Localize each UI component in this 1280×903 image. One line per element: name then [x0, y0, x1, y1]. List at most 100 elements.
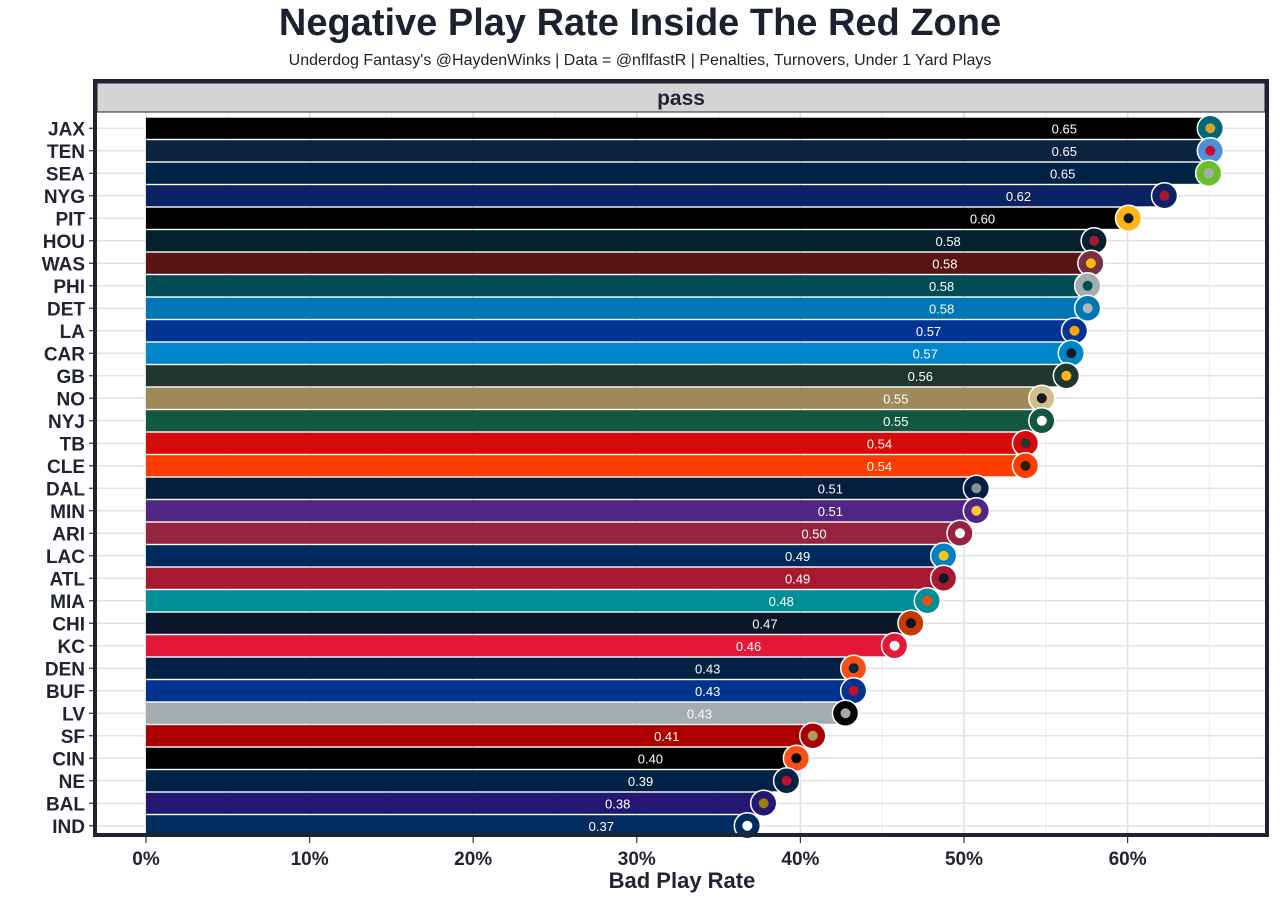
x-axis-title: Bad Play Rate [608, 868, 756, 893]
bar-atl [146, 567, 948, 589]
data-label-was: 0.58 [932, 256, 957, 271]
team-logo-detail [1061, 370, 1072, 381]
team-logo-detail [791, 753, 802, 764]
data-label-hou: 0.58 [935, 234, 960, 249]
bar-cin [146, 747, 801, 769]
team-logo-icon [733, 812, 762, 840]
data-label-gb: 0.56 [908, 369, 933, 384]
team-logo-detail [1203, 168, 1214, 179]
data-label-ne: 0.39 [628, 774, 653, 789]
y-tick-label-gb: GB [57, 367, 86, 388]
y-tick-label-chi: CHI [52, 614, 85, 635]
bar-lv [146, 702, 850, 724]
panel-border [93, 79, 1269, 837]
team-logo-icon [880, 632, 909, 660]
team-logo-icon [913, 587, 942, 615]
y-tick-label-atl: ATL [49, 569, 85, 590]
data-label-pit: 0.60 [970, 211, 995, 226]
bar-sf [146, 725, 817, 747]
team-logo-detail [1020, 438, 1031, 449]
data-label-nyg: 0.62 [1006, 189, 1031, 204]
bar-no [146, 387, 1046, 409]
data-label-chi: 0.47 [752, 616, 777, 631]
y-tick-label-ind: IND [52, 817, 85, 838]
x-tick-label: 60% [1109, 849, 1147, 870]
y-tick-label-det: DET [47, 299, 85, 320]
data-label-min: 0.51 [818, 504, 843, 519]
facet-label: pass [657, 87, 705, 110]
x-tick-label: 50% [945, 849, 983, 870]
bar-sea [146, 162, 1213, 184]
team-logo-detail [1082, 280, 1093, 291]
data-label-kc: 0.46 [736, 639, 761, 654]
x-tick-label: 30% [618, 849, 656, 870]
y-tick-label-car: CAR [44, 344, 85, 365]
data-label-la: 0.57 [916, 324, 941, 339]
bar-chi [146, 612, 915, 634]
bar-min [146, 500, 981, 522]
team-logo-detail [922, 595, 933, 606]
x-tick-label: 0% [132, 849, 160, 870]
bar-cle [146, 455, 1030, 477]
team-logo-icon [1052, 362, 1081, 390]
team-logo-detail [807, 730, 818, 741]
bar-det [146, 297, 1092, 319]
team-logo-icon [897, 609, 925, 637]
data-label-dal: 0.51 [818, 481, 843, 496]
bar-hou [146, 230, 1099, 252]
team-logo-icon [1114, 204, 1143, 232]
team-logo-detail [1123, 213, 1134, 224]
team-logo-detail [938, 550, 949, 561]
chart-subtitle: Underdog Fantasy's @HaydenWinks | Data =… [288, 52, 992, 69]
bar-bal [146, 792, 768, 814]
data-label-nyj: 0.55 [883, 414, 908, 429]
team-logo-detail [1069, 325, 1080, 336]
team-logo-detail [1089, 235, 1100, 246]
y-tick-label-la: LA [60, 322, 86, 343]
team-logo-detail [1066, 348, 1077, 359]
data-label-bal: 0.38 [605, 796, 630, 811]
y-tick-label-nyj: NYJ [48, 412, 85, 433]
y-tick-label-jax: JAX [48, 119, 85, 140]
team-logo-icon [1077, 249, 1105, 277]
chart-title: Negative Play Rate Inside The Red Zone [278, 2, 1002, 44]
team-logo-detail [742, 820, 753, 831]
bar-nyg [146, 185, 1169, 207]
y-tick-label-dal: DAL [46, 479, 85, 500]
data-label-tb: 0.54 [867, 436, 892, 451]
data-label-lac: 0.49 [785, 549, 810, 564]
data-label-cle: 0.54 [867, 459, 892, 474]
team-logo-icon [1011, 452, 1040, 480]
facet-strip [96, 82, 1266, 113]
data-label-no: 0.55 [883, 391, 908, 406]
data-label-sea: 0.65 [1050, 166, 1075, 181]
y-tick-label-no: NO [57, 389, 86, 410]
team-logo-detail [848, 663, 859, 674]
team-logo-icon [1073, 294, 1102, 322]
team-logo-detail [1159, 190, 1170, 201]
bar-ne [146, 770, 791, 792]
bar-den [146, 657, 858, 679]
bar-tb [146, 432, 1030, 454]
team-logo-detail [840, 708, 851, 719]
y-tick-label-was: WAS [42, 254, 85, 275]
y-tick-label-mia: MIA [50, 592, 85, 613]
bar-car [146, 342, 1076, 364]
data-label-lv: 0.43 [687, 706, 712, 721]
y-tick-label-cin: CIN [52, 749, 85, 770]
y-tick-label-kc: KC [58, 637, 86, 658]
team-logo-icon [1150, 182, 1179, 210]
data-label-atl: 0.49 [785, 571, 810, 586]
data-label-buf: 0.43 [695, 684, 720, 699]
team-logo-icon [929, 542, 958, 570]
data-label-cin: 0.40 [638, 751, 663, 766]
y-tick-label-tb: TB [60, 434, 85, 455]
y-tick-label-pit: PIT [55, 209, 85, 230]
team-logo-icon [799, 722, 827, 750]
y-tick-label-bal: BAL [46, 794, 85, 815]
team-logo-detail [1205, 145, 1216, 156]
bar-pit [146, 207, 1133, 229]
team-logo-detail [889, 640, 900, 651]
data-label-ari: 0.50 [801, 526, 826, 541]
